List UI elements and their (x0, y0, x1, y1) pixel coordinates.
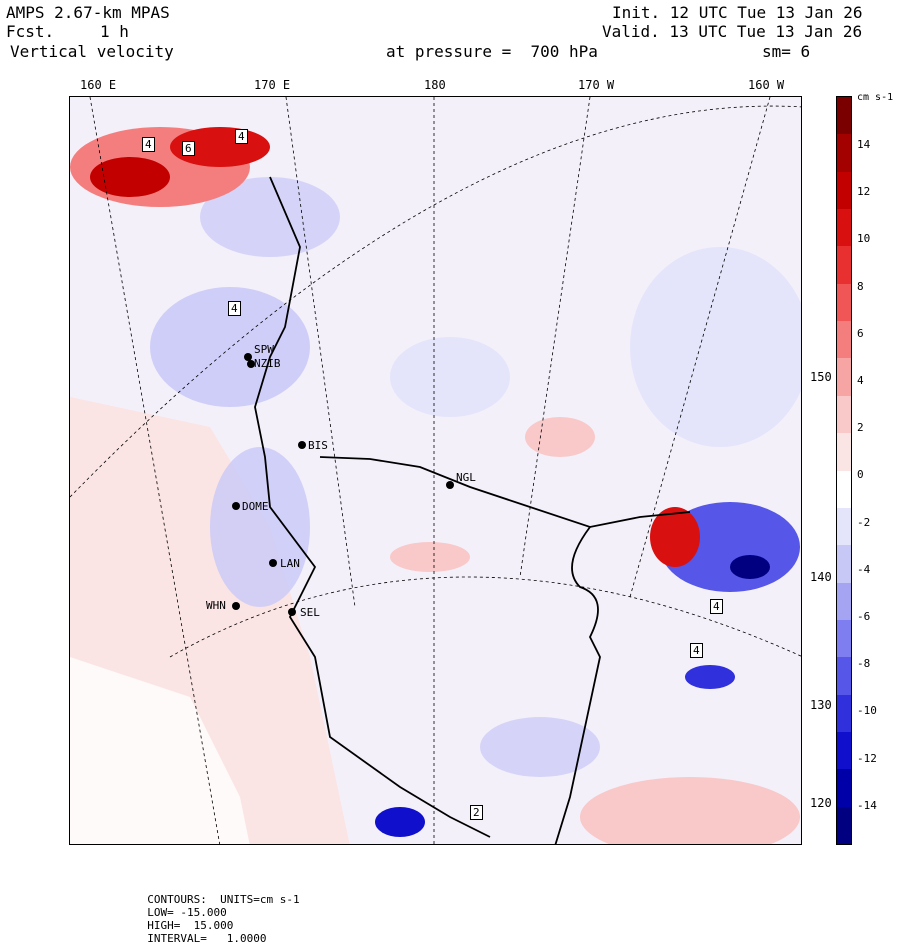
colorbar-tick-label: 10 (857, 232, 871, 246)
station-label-nzib: NZIB (254, 357, 281, 370)
colorbar-segment (837, 657, 851, 696)
colorbar-segment (837, 209, 851, 247)
smoothing: sm= 6 (762, 42, 811, 61)
station-label-dome: DOME (242, 500, 269, 513)
map-panel[interactable]: 4 6 4 4 4 4 2 SPW NZIB BIS NGL DOME LAN … (69, 96, 802, 845)
colorbar-segment (837, 433, 851, 471)
contour-high: HIGH= 15.000 (147, 919, 234, 932)
colorbar-segment (837, 507, 851, 546)
station-dot (232, 602, 240, 610)
colorbar-segment (837, 97, 851, 135)
station-label-bis: BIS (308, 439, 328, 452)
station-label-whn: WHN (206, 599, 226, 612)
station-label-lan: LAN (280, 557, 300, 570)
colorbar-segment (837, 134, 851, 173)
station-dot (288, 608, 296, 616)
lon-label-160e: 160 E (80, 78, 117, 92)
colorbar-tick-label: 12 (857, 185, 871, 199)
colorbar-segment (837, 769, 851, 808)
colorbar-segment (837, 731, 851, 770)
colorbar-segment (837, 321, 851, 359)
lon-label-170w: 170 W (578, 78, 615, 92)
colorbar-unit: cm s-1 (857, 92, 894, 103)
contour-low: LOW= -15.000 (147, 906, 227, 919)
colorbar-segment (837, 582, 851, 621)
station-label-sel: SEL (300, 606, 320, 619)
colorbar-tick-label: -10 (857, 704, 877, 718)
station-label-ngl: NGL (456, 471, 476, 484)
lon-label-160w: 160 W (748, 78, 785, 92)
colorbar-segment (837, 806, 851, 845)
colorbar-segment (837, 619, 851, 658)
colorbar-tick-label: 8 (857, 279, 864, 293)
colorbar-tick-label: -2 (857, 515, 871, 529)
lon-label-170e: 170 E (254, 78, 291, 92)
colorbar-tick-label: 6 (857, 326, 864, 340)
contour-info: CONTOURS: UNITS=cm s-1 LOW= -15.000 HIGH… (134, 880, 322, 945)
colorbar-tick-label: -4 (857, 562, 871, 576)
contour-box: 4 (228, 301, 241, 316)
colorbar-tick-label: 4 (857, 374, 864, 387)
colorbar-tick-label: -8 (857, 657, 871, 671)
station-dot (232, 502, 240, 510)
init-time: Init. 12 UTC Tue 13 Jan 26 (612, 3, 863, 22)
pressure-level: at pressure = 700 hPa (386, 42, 598, 61)
lon-label-180: 180 (424, 78, 446, 92)
vertical-velocity-field (70, 97, 801, 844)
field-name: Vertical velocity (10, 42, 174, 61)
station-dot (298, 441, 306, 449)
contour-box: 4 (142, 137, 155, 152)
colorbar-segment (837, 545, 851, 584)
contour-box: 6 (182, 141, 195, 156)
colorbar-tick-label: 14 (857, 138, 871, 151)
station-dot (269, 559, 277, 567)
colorbar-tick-label: 2 (857, 421, 864, 435)
colorbar-segment (837, 283, 851, 322)
colorbar-tick-label: -6 (857, 610, 871, 623)
colorbar-segment (837, 395, 851, 434)
colorbar-segment (837, 246, 851, 285)
colorbar-tick-label: 0 (857, 468, 864, 482)
station-dot (247, 360, 255, 368)
colorbar-segment (837, 470, 851, 509)
forecast-hour: 1 h (100, 22, 129, 41)
station-label-spw: SPW (254, 343, 274, 356)
colorbar-tick-label: -12 (857, 751, 877, 765)
station-dot (446, 481, 454, 489)
colorbar-tick-label: -14 (857, 798, 877, 812)
station-dot (244, 353, 252, 361)
colorbar-segment (837, 171, 851, 210)
contour-box: 4 (710, 599, 723, 614)
contour-box: 4 (235, 129, 248, 144)
forecast-label: Fcst. (6, 22, 55, 41)
contour-interval: INTERVAL= 1.0000 (147, 932, 267, 945)
colorbar-segment (837, 358, 851, 397)
contour-box: 4 (690, 643, 703, 658)
colorbar-segment (837, 694, 851, 733)
colorbar (836, 96, 852, 845)
contour-box: 2 (470, 805, 483, 820)
valid-time: Valid. 13 UTC Tue 13 Jan 26 (602, 22, 863, 41)
model-title: AMPS 2.67-km MPAS (6, 3, 170, 22)
